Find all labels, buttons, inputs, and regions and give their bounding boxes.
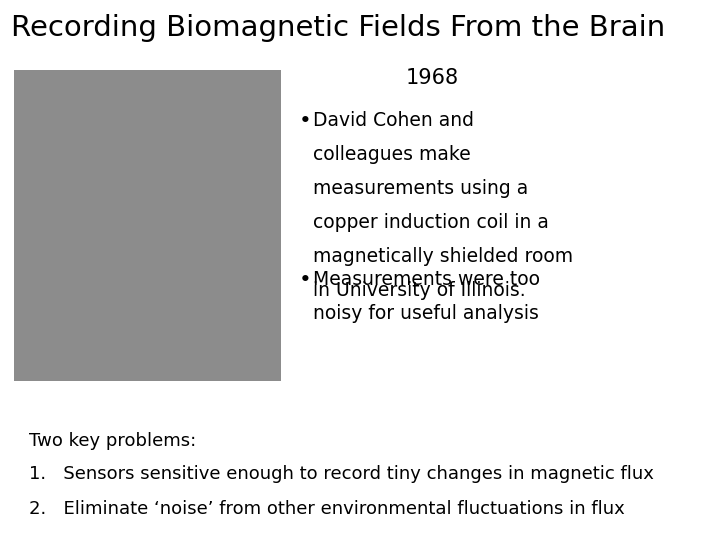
Text: 1968: 1968: [405, 68, 459, 87]
Text: Recording Biomagnetic Fields From the Brain: Recording Biomagnetic Fields From the Br…: [11, 14, 665, 42]
Text: in University of Illinois.: in University of Illinois.: [313, 281, 526, 300]
Text: measurements using a: measurements using a: [313, 179, 528, 198]
Text: colleagues make: colleagues make: [313, 145, 471, 164]
Text: David Cohen and: David Cohen and: [313, 111, 474, 130]
Text: magnetically shielded room: magnetically shielded room: [313, 247, 573, 266]
Text: 1.   Sensors sensitive enough to record tiny changes in magnetic flux: 1. Sensors sensitive enough to record ti…: [29, 465, 654, 483]
Text: •: •: [299, 111, 312, 131]
Text: Two key problems:: Two key problems:: [29, 432, 196, 450]
Text: noisy for useful analysis: noisy for useful analysis: [313, 304, 539, 323]
Text: copper induction coil in a: copper induction coil in a: [313, 213, 549, 232]
Text: Measurements were too: Measurements were too: [313, 270, 540, 289]
Text: •: •: [299, 270, 312, 290]
Text: 2.   Eliminate ‘noise’ from other environmental fluctuations in flux: 2. Eliminate ‘noise’ from other environm…: [29, 500, 624, 517]
